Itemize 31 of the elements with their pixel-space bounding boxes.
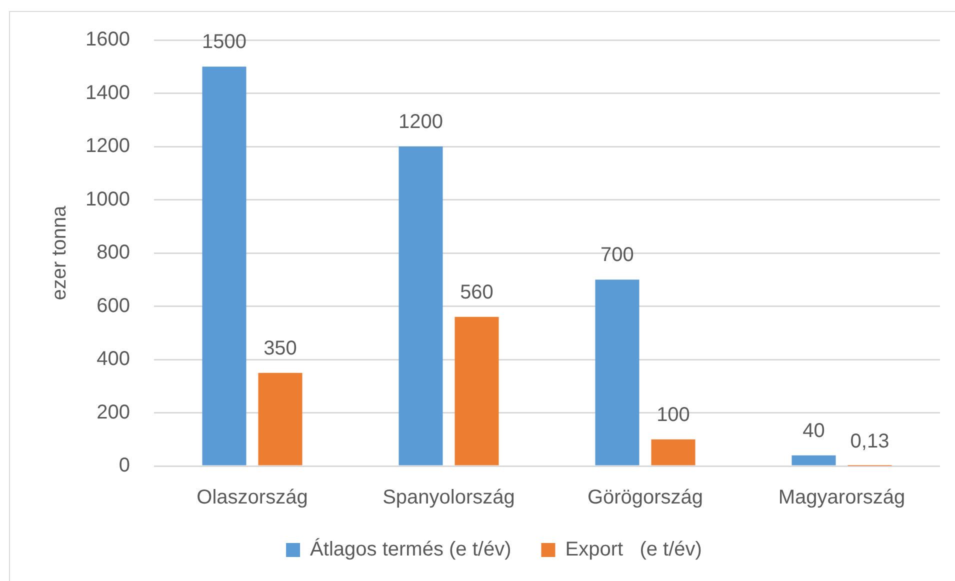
y-tick-label: 800 [96, 242, 130, 264]
data-label: 100 [656, 404, 690, 426]
data-label: 350 [264, 337, 297, 360]
y-tick-label: 1200 [86, 135, 130, 158]
x-tick-label: Spanyolország [382, 486, 515, 509]
x-tick-label: Olaszország [196, 486, 308, 509]
y-tick-label: 600 [96, 294, 130, 317]
bar [398, 146, 443, 466]
y-axis-title: ezer tonna [48, 204, 71, 300]
y-tick-label: 1000 [86, 188, 130, 210]
y-tick-label: 0 [118, 454, 130, 477]
legend-label: Átlagos termés (e t/év) [310, 538, 512, 561]
data-label: 1500 [202, 31, 246, 54]
bar [595, 280, 640, 466]
y-tick-label: 400 [96, 348, 130, 370]
bar [651, 439, 696, 466]
data-label: 1200 [398, 111, 443, 134]
data-label: 560 [460, 281, 494, 304]
bar [202, 66, 246, 466]
y-tick-label: 200 [96, 401, 130, 424]
y-tick-label: 1400 [86, 82, 130, 104]
bar [454, 316, 499, 466]
bar [258, 372, 302, 466]
bar [792, 455, 836, 466]
x-tick-label: Görögország [587, 486, 704, 509]
data-label: 0,13 [850, 430, 890, 452]
data-label: 40 [802, 420, 825, 442]
data-label: 700 [600, 244, 634, 266]
y-tick-label: 1600 [86, 28, 130, 51]
legend-label: Export (e t/év) [565, 538, 702, 561]
x-tick-label: Magyarország [778, 486, 906, 509]
